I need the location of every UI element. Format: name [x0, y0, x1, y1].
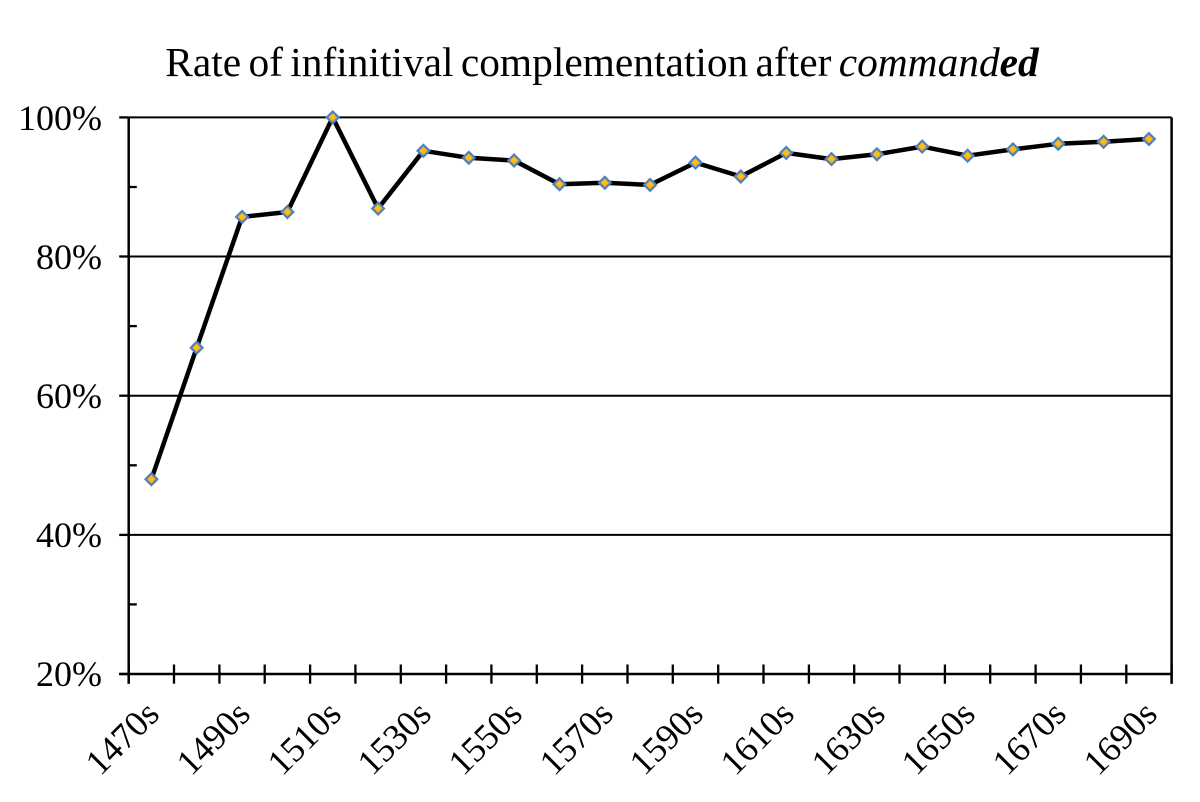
svg-text:60%: 60%	[36, 376, 102, 416]
svg-text:Rate of infinitival complement: Rate of infinitival complementation afte…	[165, 39, 1040, 85]
svg-text:100%: 100%	[18, 98, 102, 138]
svg-text:20%: 20%	[36, 654, 102, 694]
svg-text:80%: 80%	[36, 237, 102, 277]
svg-text:40%: 40%	[36, 515, 102, 555]
